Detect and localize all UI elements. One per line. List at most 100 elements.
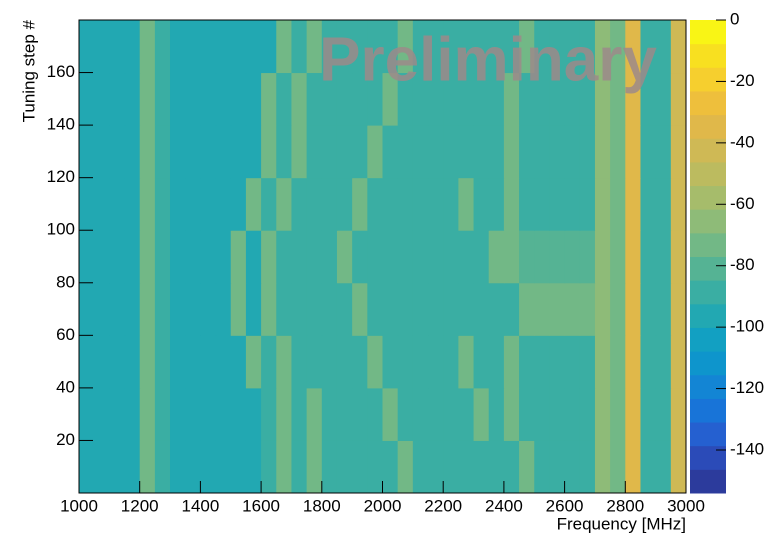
heatmap-cell — [594, 125, 611, 179]
heatmap-cell — [124, 387, 141, 441]
heatmap-cell — [276, 440, 292, 494]
heatmap-cell — [109, 335, 126, 389]
heatmap-cell — [124, 335, 141, 389]
heatmap-cell — [549, 440, 566, 494]
heatmap-cell — [185, 230, 201, 284]
heatmap-cell — [230, 72, 247, 126]
heatmap-cell — [306, 387, 323, 441]
colorbar-band — [690, 280, 726, 305]
heatmap-cell — [200, 230, 217, 284]
heatmap-cell — [625, 72, 641, 126]
heatmap-cell — [397, 440, 414, 494]
heatmap-cell — [519, 440, 535, 494]
colorbar-band — [690, 209, 726, 234]
heatmap-cell — [170, 125, 186, 179]
heatmap-cell — [549, 335, 566, 389]
heatmap-cell — [139, 282, 156, 336]
heatmap-cell — [245, 177, 262, 231]
heatmap-cell — [412, 282, 429, 336]
heatmap-cell — [503, 230, 520, 284]
heatmap-cell — [564, 335, 581, 389]
heatmap-cell — [215, 440, 232, 494]
heatmap-cell — [488, 177, 505, 231]
heatmap-cell — [443, 72, 459, 126]
heatmap-cell — [367, 177, 383, 231]
heatmap-cell — [200, 282, 217, 336]
heatmap-cell — [352, 440, 368, 494]
heatmap-cell — [261, 125, 277, 179]
watermark: Preliminary — [319, 25, 657, 94]
heatmap-cell — [534, 72, 550, 126]
heatmap-cell — [367, 20, 383, 74]
heatmap-cell — [579, 20, 596, 74]
heatmap-cell — [109, 72, 126, 126]
heatmap-cell — [625, 440, 641, 494]
heatmap-cell — [336, 177, 353, 231]
heatmap-cell — [79, 282, 95, 336]
heatmap-cell — [185, 125, 201, 179]
heatmap-cell — [352, 282, 368, 336]
heatmap-cell — [79, 335, 95, 389]
heatmap-cell — [640, 440, 657, 494]
heatmap-cell — [488, 335, 505, 389]
colorbar-band — [690, 114, 726, 139]
heatmap-cell — [336, 72, 353, 126]
heatmap-cell — [382, 282, 399, 336]
heatmap-cell — [640, 230, 657, 284]
heatmap-cell — [670, 125, 687, 179]
heatmap-cell — [94, 72, 110, 126]
colorbar-band — [690, 67, 726, 92]
heatmap-cell — [670, 20, 687, 74]
heatmap-cell — [640, 177, 657, 231]
heatmap-cell — [655, 440, 672, 494]
heatmap-cell — [276, 282, 292, 336]
heatmap-cell — [594, 230, 611, 284]
heatmap-cell — [200, 177, 217, 231]
y-tick-label: 100 — [47, 220, 75, 239]
heatmap-cell — [594, 177, 611, 231]
heatmap-cell — [428, 440, 444, 494]
heatmap-cell — [185, 72, 201, 126]
heatmap-cell — [503, 387, 520, 441]
heatmap-cell — [230, 335, 247, 389]
heatmap-cell — [670, 230, 687, 284]
heatmap-cell — [367, 387, 383, 441]
heatmap-cell — [291, 125, 308, 179]
heatmap-cell — [321, 282, 338, 336]
heatmap-cell — [261, 335, 277, 389]
heatmap-cell — [185, 440, 201, 494]
heatmap-cell — [139, 440, 156, 494]
heatmap-cell — [473, 335, 490, 389]
heatmap-cell — [579, 72, 596, 126]
heatmap-cell — [139, 72, 156, 126]
heatmap-cell — [94, 20, 110, 74]
heatmap-cell — [610, 440, 626, 494]
heatmap-cell — [443, 282, 459, 336]
heatmap-cell — [503, 72, 520, 126]
heatmap-cell — [428, 230, 444, 284]
heatmap-cell — [382, 387, 399, 441]
heatmap-cell — [261, 440, 277, 494]
heatmap-cell — [139, 335, 156, 389]
heatmap-cell — [503, 440, 520, 494]
heatmap-cell — [154, 72, 171, 126]
heatmap-cell — [245, 335, 262, 389]
colorbar-band — [690, 398, 726, 423]
colorbar-band — [690, 161, 726, 187]
heatmap-cell — [428, 125, 444, 179]
heatmap-cell — [412, 72, 429, 126]
heatmap-cell — [276, 125, 292, 179]
heatmap-cell — [549, 387, 566, 441]
heatmap-cell — [215, 282, 232, 336]
heatmap-cell — [261, 177, 277, 231]
heatmap-cell — [670, 440, 687, 494]
heatmap-cell — [488, 440, 505, 494]
heatmap-cell — [397, 230, 414, 284]
heatmap-cell — [170, 282, 186, 336]
heatmap-cell — [109, 125, 126, 179]
heatmap-cell — [610, 72, 626, 126]
heatmap-cell — [336, 282, 353, 336]
heatmap-cell — [579, 440, 596, 494]
heatmap-cell — [352, 230, 368, 284]
